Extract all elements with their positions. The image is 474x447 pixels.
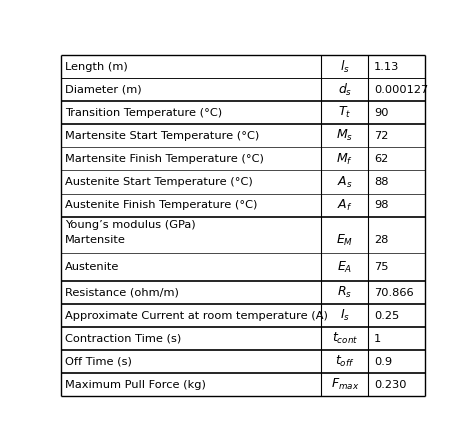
Text: Austenite Finish Temperature (°C): Austenite Finish Temperature (°C): [65, 200, 257, 210]
Text: Martensite Finish Temperature (°C): Martensite Finish Temperature (°C): [65, 154, 264, 164]
Text: 28: 28: [374, 236, 388, 245]
Text: 0.9: 0.9: [374, 357, 392, 367]
Text: 98: 98: [374, 200, 388, 210]
Text: Approximate Current at room temperature (A): Approximate Current at room temperature …: [65, 311, 328, 320]
Text: Austenite: Austenite: [65, 262, 119, 272]
Text: Martensite Start Temperature (°C): Martensite Start Temperature (°C): [65, 131, 259, 141]
Text: Maximum Pull Force (kg): Maximum Pull Force (kg): [65, 380, 206, 390]
Text: 72: 72: [374, 131, 388, 141]
Text: Length (m): Length (m): [65, 62, 128, 72]
Text: 90: 90: [374, 108, 388, 118]
Text: 0.230: 0.230: [374, 380, 406, 390]
Text: Transition Temperature (°C): Transition Temperature (°C): [65, 108, 222, 118]
Text: $E_M$: $E_M$: [336, 233, 353, 248]
Text: $d_s$: $d_s$: [337, 82, 352, 98]
Text: 1.13: 1.13: [374, 62, 399, 72]
Text: 0.000127: 0.000127: [374, 85, 428, 95]
Text: Martensite: Martensite: [65, 236, 126, 245]
Text: $t_{off}$: $t_{off}$: [335, 354, 355, 369]
Text: 0.25: 0.25: [374, 311, 399, 320]
Text: $l_s$: $l_s$: [340, 59, 350, 75]
Text: Austenite Start Temperature (°C): Austenite Start Temperature (°C): [65, 177, 253, 187]
Text: Diameter (m): Diameter (m): [65, 85, 141, 95]
Text: 62: 62: [374, 154, 388, 164]
Text: $M_f$: $M_f$: [336, 152, 353, 167]
Text: $I_s$: $I_s$: [340, 308, 350, 323]
Text: Young’s modulus (GPa): Young’s modulus (GPa): [65, 219, 195, 230]
Text: $t_{cont}$: $t_{cont}$: [332, 331, 358, 346]
Text: $A_s$: $A_s$: [337, 174, 353, 190]
Text: $F_{max}$: $F_{max}$: [330, 377, 359, 392]
Text: Contraction Time (s): Contraction Time (s): [65, 333, 181, 344]
Text: 1: 1: [374, 333, 381, 344]
Text: Off Time (s): Off Time (s): [65, 357, 132, 367]
Text: $A_f$: $A_f$: [337, 198, 353, 213]
Text: $E_A$: $E_A$: [337, 260, 352, 275]
Text: 88: 88: [374, 177, 388, 187]
Text: Resistance (ohm/m): Resistance (ohm/m): [65, 287, 179, 298]
Text: $M_s$: $M_s$: [336, 128, 353, 143]
Text: $R_s$: $R_s$: [337, 285, 352, 300]
Text: 70.866: 70.866: [374, 287, 413, 298]
Text: $T_t$: $T_t$: [338, 105, 351, 121]
Text: 75: 75: [374, 262, 388, 272]
